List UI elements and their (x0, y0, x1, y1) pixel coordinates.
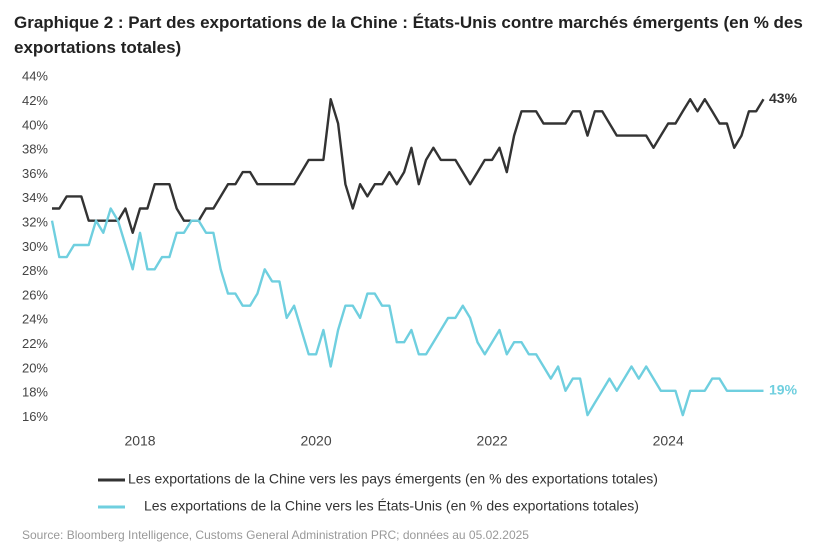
y-tick-label: 40% (22, 117, 48, 132)
y-tick-label: 32% (22, 215, 48, 230)
y-tick-label: 28% (22, 263, 48, 278)
y-tick-label: 36% (22, 166, 48, 181)
y-tick-label: 20% (22, 360, 48, 375)
x-tick-label: 2018 (124, 433, 155, 449)
y-tick-label: 24% (22, 312, 48, 327)
y-tick-label: 38% (22, 142, 48, 157)
end-label: 43% (769, 90, 798, 106)
y-tick-label: 18% (22, 385, 48, 400)
source: Source: Bloomberg Intelligence, Customs … (22, 528, 529, 542)
series-line (50, 207, 764, 417)
y-tick-label: 42% (22, 93, 48, 108)
x-tick-label: 2024 (653, 433, 684, 449)
title-box: Graphique 2 : Part des exportations de l… (14, 13, 803, 57)
series-line (52, 98, 765, 234)
y-tick-label: 44% (22, 69, 48, 84)
y-tick-label: 34% (22, 190, 48, 205)
x-tick-label: 2022 (477, 433, 508, 449)
y-tick-label: 30% (22, 239, 48, 254)
chart-title: Graphique 2 : Part des exportations de l… (14, 13, 803, 57)
legend-label: Les exportations de la Chine vers les Ét… (144, 498, 639, 514)
end-label: 19% (769, 381, 798, 397)
x-tick-label: 2020 (300, 433, 331, 449)
y-tick-label: 26% (22, 287, 48, 302)
y-tick-label: 22% (22, 336, 48, 351)
legend-label: Les exportations de la Chine vers les pa… (128, 471, 658, 487)
y-tick-label: 16% (22, 409, 48, 424)
